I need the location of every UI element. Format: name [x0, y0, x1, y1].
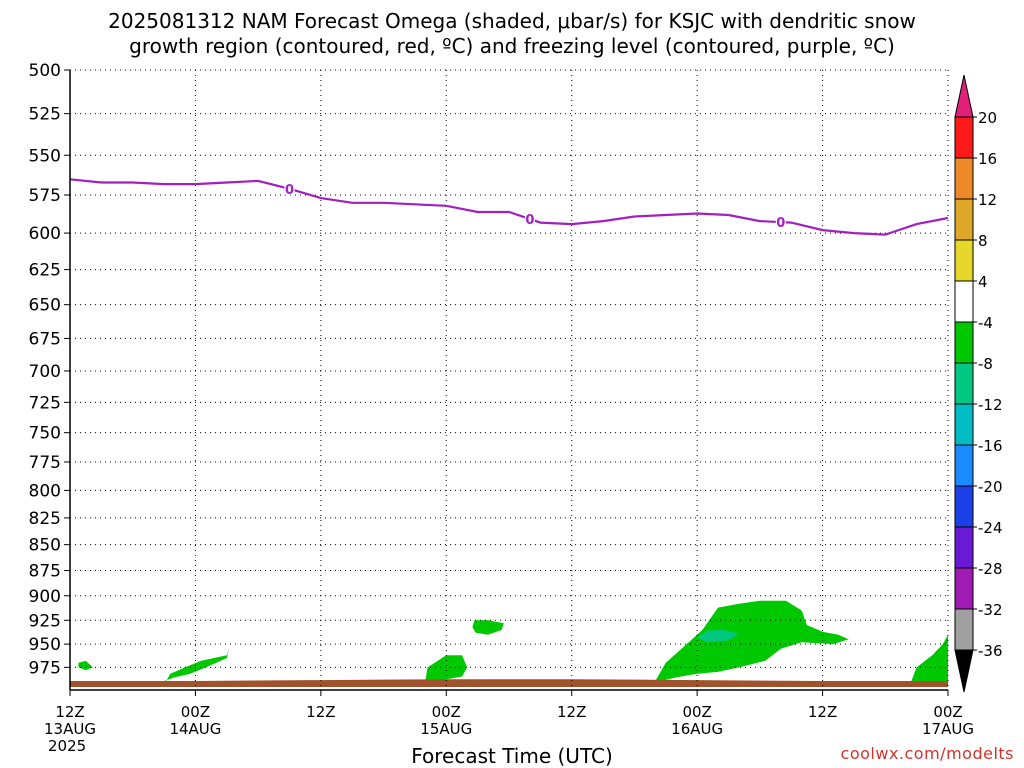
y-tick-label: 700 — [29, 362, 61, 382]
colorbar-swatch — [954, 567, 974, 610]
colorbar-tick-label: -12 — [978, 396, 1003, 414]
colorbar-tick-label: 16 — [978, 150, 997, 168]
y-tick-label: 825 — [29, 509, 61, 529]
colorbar-tick-label: -32 — [978, 601, 1003, 619]
omega-region-0 — [164, 648, 229, 681]
y-tick-label: 800 — [29, 481, 61, 501]
y-tick-label: 500 — [29, 61, 61, 81]
colorbar-tick-label: -20 — [978, 478, 1003, 496]
colorbar-swatch — [954, 239, 974, 282]
y-tick-label: 525 — [29, 105, 61, 125]
y-tick-label: 925 — [29, 611, 61, 631]
freezing-level-line — [69, 178, 949, 236]
colorbar-swatch — [954, 444, 974, 487]
omega-region-5 — [911, 634, 948, 681]
freezing-level-label-bg — [524, 212, 535, 226]
chart-title-line1: 2025081312 NAM Forecast Omega (shaded, μ… — [108, 9, 916, 33]
freezing-level-label-bg — [775, 215, 786, 229]
x-tick-label: 14AUG — [169, 720, 221, 738]
colorbar-tick-label: 4 — [978, 273, 988, 291]
colorbar-swatch — [954, 116, 974, 159]
colorbar-tick-label: -36 — [978, 642, 1003, 660]
y-tick-label: 975 — [29, 658, 61, 678]
colorbar-swatch — [954, 157, 974, 200]
y-tick-label: 850 — [29, 536, 61, 556]
colorbar-swatch — [954, 280, 974, 323]
y-tick-label: 650 — [29, 296, 61, 316]
credit-link[interactable]: coolwx.com/modelts — [840, 744, 1014, 763]
x-tick-label: 00Z — [682, 703, 711, 721]
y-tick-label: 725 — [29, 393, 61, 413]
y-tick-label: 875 — [29, 562, 61, 582]
x-tick-label: 12Z — [557, 703, 586, 721]
colorbar-swatch — [954, 321, 974, 364]
x-tick-label: 00Z — [432, 703, 461, 721]
colorbar-tick-label: 8 — [978, 232, 988, 250]
x-tick-label: 16AUG — [671, 720, 723, 738]
y-tick-label: 575 — [29, 186, 61, 206]
freezing-level-label-bg — [284, 181, 295, 195]
x-tick-label: 12Z — [808, 703, 837, 721]
colorbar-swatch — [954, 403, 974, 446]
omega-region-1 — [425, 655, 468, 681]
colorbar-swatch — [954, 485, 974, 528]
y-tick-label: 600 — [29, 224, 61, 244]
y-tick-label: 950 — [29, 635, 61, 655]
y-tick-label: 900 — [29, 587, 61, 607]
colorbar-tick-label: -28 — [978, 560, 1003, 578]
x-tick-label: 00Z — [181, 703, 210, 721]
omega-region-6 — [78, 660, 93, 671]
colorbar-swatch — [954, 526, 974, 569]
colorbar-tick-label: -4 — [978, 314, 993, 332]
y-tick-label: 625 — [29, 261, 61, 281]
colorbar-swatch — [954, 362, 974, 405]
freezing-level-label: 0 — [285, 183, 294, 198]
colorbar-tick-label: 12 — [978, 191, 997, 209]
omega-region-3 — [655, 600, 849, 681]
colorbar-bottom-arrow — [954, 649, 974, 693]
colorbar-tick-label: 20 — [978, 109, 997, 127]
y-tick-label: 775 — [29, 453, 61, 473]
omega-region-2 — [472, 620, 504, 635]
x-tick-label: 2025 — [48, 737, 86, 755]
colorbar-tick-label: -24 — [978, 519, 1003, 537]
colorbar-swatch — [954, 608, 974, 651]
freezing-level-label: 0 — [525, 213, 534, 228]
freezing-level-label: 0 — [776, 216, 785, 231]
colorbar-tick-label: -16 — [978, 437, 1003, 455]
plot-area — [70, 70, 948, 690]
x-tick-label: 17AUG — [922, 720, 974, 738]
colorbar-tick-label: -8 — [978, 355, 993, 373]
y-tick-label: 750 — [29, 424, 61, 444]
x-tick-label: 00Z — [933, 703, 962, 721]
chart-title-line2: growth region (contoured, red, ºC) and f… — [129, 34, 895, 58]
colorbar-top-arrow — [954, 74, 974, 118]
x-tick-label: 12Z — [55, 703, 84, 721]
x-tick-label: 13AUG — [44, 720, 96, 738]
omega-region-4 — [697, 629, 739, 643]
y-tick-label: 550 — [29, 146, 61, 166]
x-tick-label: 15AUG — [420, 720, 472, 738]
x-tick-label: 12Z — [306, 703, 335, 721]
surface-band — [70, 679, 948, 688]
x-axis-title: Forecast Time (UTC) — [411, 744, 613, 768]
colorbar-swatch — [954, 198, 974, 241]
y-tick-label: 675 — [29, 329, 61, 349]
